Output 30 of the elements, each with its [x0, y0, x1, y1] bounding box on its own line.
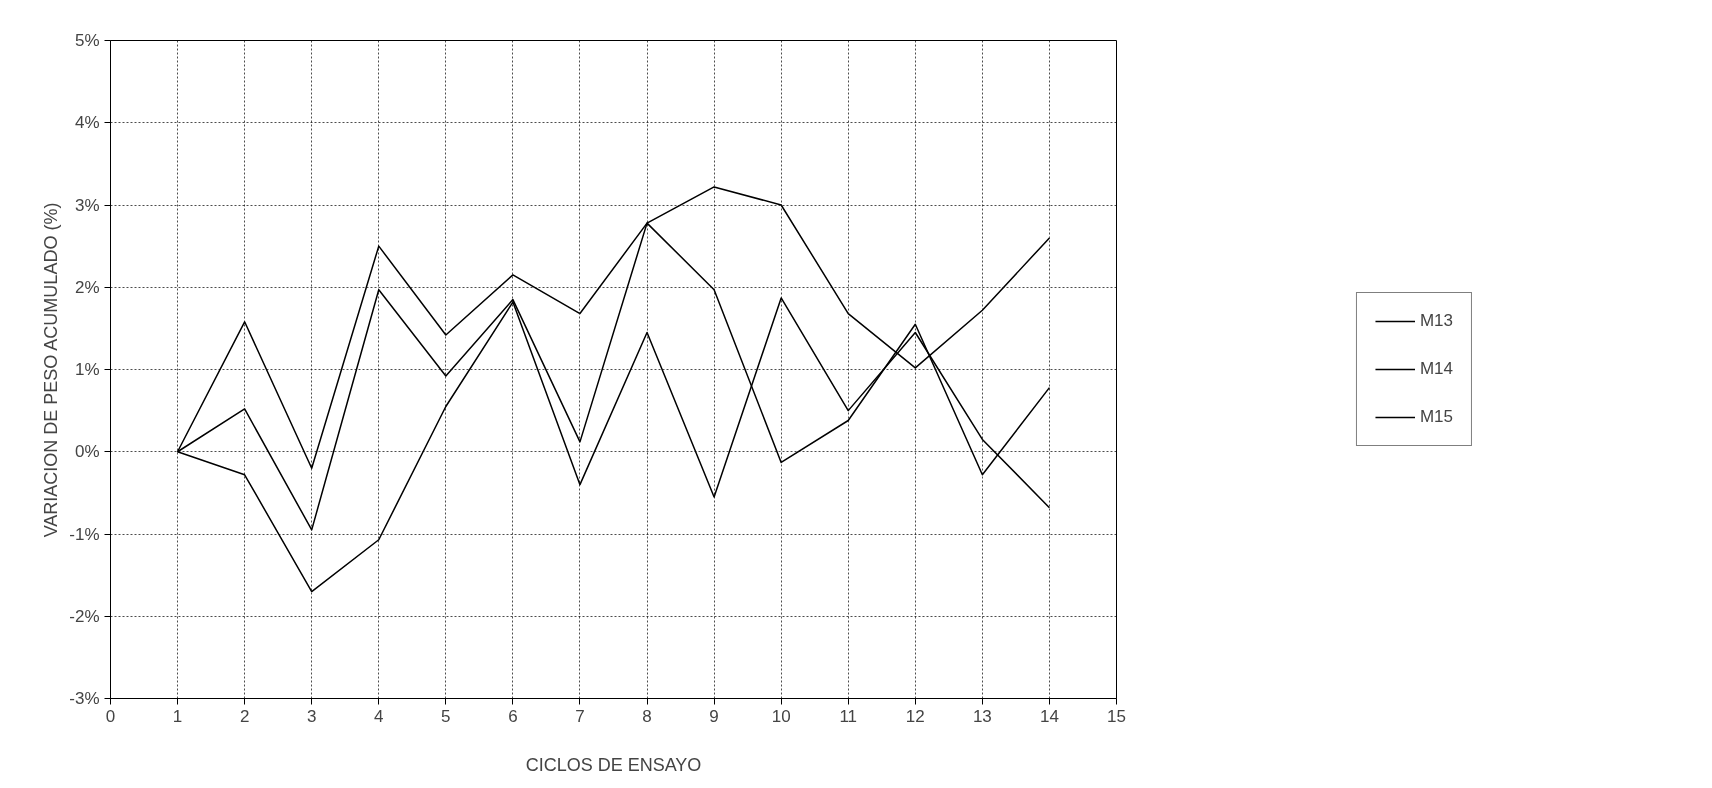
x-tick-label: 7: [575, 706, 585, 726]
y-tick-label: 5%: [74, 31, 100, 50]
legend-label: M15: [1419, 407, 1454, 427]
x-tick-label: 5: [441, 706, 451, 726]
y-tick-label: 4%: [74, 113, 100, 133]
x-tick-label: 11: [839, 706, 858, 726]
y-tick-label: 3%: [74, 195, 100, 215]
x-tick-label: 9: [709, 706, 719, 726]
x-tick-label: 1: [172, 706, 183, 726]
x-tick-label: 14: [1039, 706, 1059, 726]
x-tick-label: 0: [105, 706, 116, 726]
x-tick-label: 6: [508, 706, 518, 726]
y-tick-label: 0%: [74, 442, 100, 462]
y-tick-label: 1%: [74, 360, 100, 379]
x-tick-label: 3: [306, 706, 317, 726]
y-tick-label: -2%: [69, 606, 100, 626]
y-axis-title: VARIACION DE PESO ACUMULADO (%): [41, 202, 62, 538]
y-tick-label: -3%: [69, 689, 100, 708]
x-tick-label: 13: [972, 706, 992, 726]
x-tick-label: 4: [374, 706, 384, 726]
y-tick-label: 2%: [74, 277, 100, 297]
x-tick-label: 8: [642, 706, 652, 726]
x-tick-label: 12: [905, 706, 925, 726]
x-axis-title: CICLOS DE ENSAYO: [525, 754, 702, 775]
legend-label: M14: [1419, 359, 1454, 379]
x-tick-label: 10: [771, 706, 791, 726]
y-tick-label: -1%: [69, 524, 100, 544]
x-tick-label: 2: [239, 706, 250, 726]
legend-label: M13: [1419, 311, 1454, 331]
x-tick-label: 15: [1107, 706, 1126, 726]
